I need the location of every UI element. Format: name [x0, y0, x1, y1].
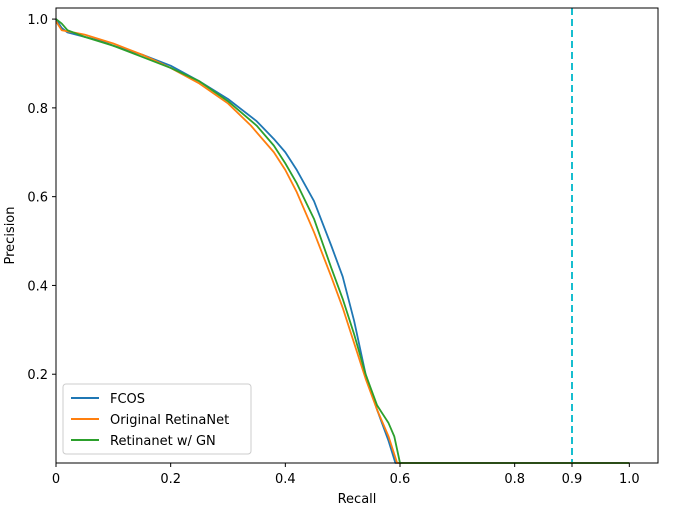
- series-line-1: [55, 20, 630, 464]
- x-axis: 0 0.2 0.4 0.6 0.8 0.9 1.0: [52, 463, 640, 487]
- y-axis: 0.2 0.4 0.6 0.8 1.0: [27, 13, 56, 383]
- x-tick-label: 1.0: [619, 472, 640, 487]
- legend-box: [62, 383, 252, 455]
- y-tick-label: 0.6: [27, 191, 48, 206]
- series-layer: [55, 18, 630, 464]
- legend: FCOS Original RetinaNet Retinanet w/ GN: [62, 383, 252, 455]
- axes-frame: [55, 7, 659, 464]
- y-tick-label: 1.0: [27, 13, 48, 28]
- x-tick-label: 0.9: [562, 472, 583, 487]
- x-axis-title: Recall: [338, 492, 377, 507]
- legend-label: FCOS: [110, 392, 145, 407]
- y-tick-label: 0.2: [27, 368, 48, 383]
- x-tick-label: 0.2: [160, 472, 181, 487]
- legend-label: Retinanet w/ GN: [110, 434, 216, 449]
- y-tick-label: 0.4: [27, 279, 48, 294]
- y-tick-label: 0.8: [27, 102, 48, 117]
- x-tick-label: 0.6: [390, 472, 411, 487]
- legend-label: Original RetinaNet: [110, 413, 229, 428]
- y-axis-title: Precision: [3, 206, 18, 264]
- x-tick-label: 0.8: [504, 472, 525, 487]
- x-tick-label: 0: [52, 472, 60, 487]
- series-line-2: [55, 18, 630, 464]
- x-tick-label: 0.4: [275, 472, 296, 487]
